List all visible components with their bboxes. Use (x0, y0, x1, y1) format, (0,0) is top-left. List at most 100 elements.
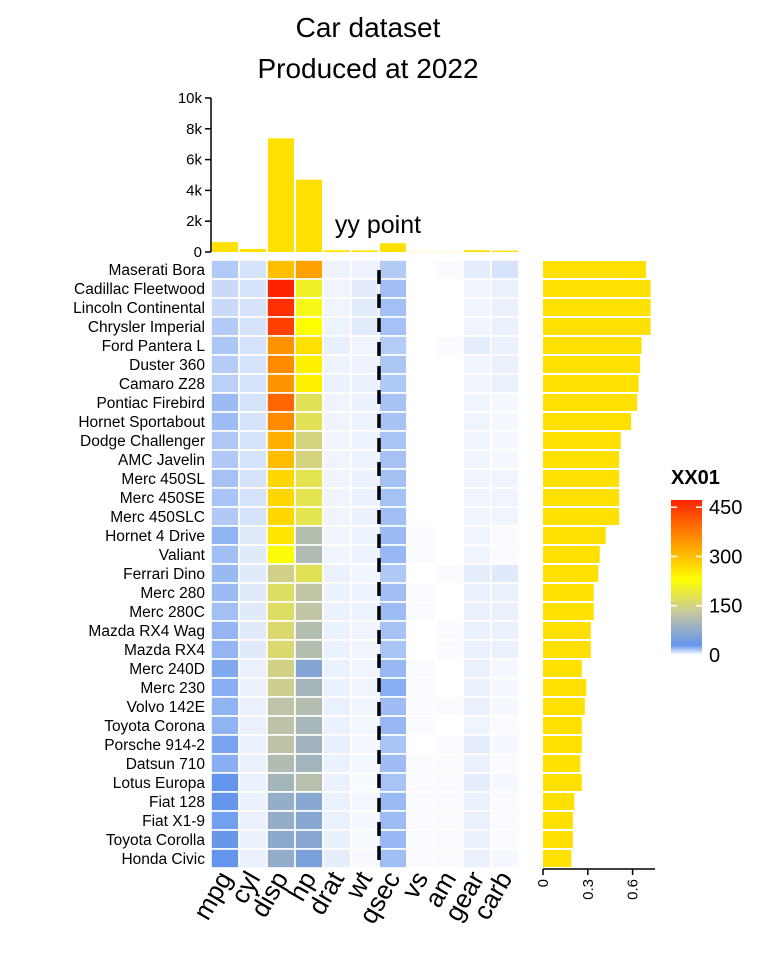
heatmap-cell (238, 468, 268, 489)
heatmap-cell (350, 696, 380, 717)
right-bar (543, 850, 572, 867)
heatmap-cell (210, 677, 240, 698)
heatmap-cell (266, 658, 296, 679)
heatmap-cell (210, 734, 240, 755)
heatmap-cell (490, 354, 520, 375)
heatmap-cell (238, 620, 268, 641)
heatmap-cell (434, 620, 464, 641)
row-label: Lincoln Continental (73, 300, 205, 317)
right-bar (543, 584, 594, 601)
row-label: Camaro Z28 (119, 376, 205, 393)
heatmap-cell (322, 753, 352, 774)
heatmap-cell (434, 525, 464, 546)
heatmap-cell (322, 829, 352, 850)
heatmap-cell (238, 354, 268, 375)
heatmap-cell (210, 791, 240, 812)
heatmap-cell (490, 259, 520, 280)
heatmap-cell (490, 468, 520, 489)
heatmap-cell (266, 297, 296, 318)
row-label: Toyota Corona (104, 718, 205, 735)
heatmap-cell (490, 373, 520, 394)
heatmap-cell (490, 487, 520, 508)
right-bar (543, 812, 573, 829)
heatmap-cell (266, 392, 296, 413)
heatmap-cell (350, 297, 380, 318)
heatmap-cell (266, 791, 296, 812)
color-legend: XX01 0 150 300 450 (671, 467, 742, 667)
heatmap-cell (238, 753, 268, 774)
right-axis-tick-label: 0.6 (625, 879, 642, 900)
heatmap-cell (406, 734, 436, 755)
heatmap-cell (322, 259, 352, 280)
heatmap-cell (434, 658, 464, 679)
heatmap-cell (210, 810, 240, 831)
right-bar (543, 755, 581, 772)
top-bar (352, 250, 378, 252)
heatmap-cell (322, 525, 352, 546)
heatmap-cell (378, 696, 408, 717)
heatmap-cell (266, 354, 296, 375)
row-label: Maserati Bora (109, 262, 206, 279)
heatmap-cell (406, 392, 436, 413)
heatmap-cell (462, 791, 492, 812)
heatmap-cell (210, 582, 240, 603)
row-label: Merc 280C (129, 604, 205, 621)
top-bar (464, 250, 490, 252)
heatmap-cell (266, 316, 296, 337)
top-bar (240, 248, 266, 252)
heatmap-cell (434, 297, 464, 318)
heatmap-cell (210, 430, 240, 451)
heatmap-cell (238, 525, 268, 546)
heatmap-cell (266, 696, 296, 717)
right-bar (543, 736, 582, 753)
right-bar (543, 660, 582, 677)
row-label: Pontiac Firebird (96, 395, 205, 412)
heatmap-cell (294, 848, 324, 869)
heatmap-cell (406, 278, 436, 299)
heatmap-cell (350, 487, 380, 508)
heatmap-cell (462, 620, 492, 641)
heatmap-cell (378, 753, 408, 774)
row-label: Ford Pantera L (102, 338, 206, 355)
heatmap-cell (294, 829, 324, 850)
heatmap-cell (434, 677, 464, 698)
heatmap-cell (294, 411, 324, 432)
heatmap-cell (266, 601, 296, 622)
heatmap-cell (350, 392, 380, 413)
heatmap-cell (462, 259, 492, 280)
heatmap-cell (350, 430, 380, 451)
heatmap-cell (210, 753, 240, 774)
heatmap-cell (434, 411, 464, 432)
heatmap-cell (406, 829, 436, 850)
heatmap-cell (462, 772, 492, 793)
row-label: Merc 280 (140, 585, 205, 602)
heatmap-cell (266, 259, 296, 280)
top-axis-tick-label: 2k (186, 213, 202, 230)
heatmap-cell (322, 544, 352, 565)
heatmap-cell (462, 278, 492, 299)
right-bar (543, 375, 639, 392)
top-axis-tick-label: 10k (178, 90, 203, 107)
row-label: Fiat 128 (149, 794, 205, 811)
heatmap-cell (378, 734, 408, 755)
legend-tick-label: 300 (709, 546, 742, 568)
row-label: Porsche 914-2 (104, 737, 205, 754)
right-bar (543, 508, 620, 525)
heatmap-cell (322, 639, 352, 660)
right-barplot: 0 0.3 0.6 (535, 261, 655, 900)
heatmap-cell (490, 316, 520, 337)
right-bar (543, 413, 632, 430)
heatmap-cell (294, 620, 324, 641)
right-bar (543, 527, 606, 544)
heatmap-cell (378, 373, 408, 394)
heatmap-cell (462, 696, 492, 717)
heatmap-cell (266, 848, 296, 869)
heatmap-cell (434, 335, 464, 356)
heatmap-cell (210, 335, 240, 356)
heatmap-cell (210, 259, 240, 280)
heatmap-cell (406, 810, 436, 831)
heatmap-cell (490, 582, 520, 603)
heatmap-cell (322, 734, 352, 755)
heatmap-cell (462, 829, 492, 850)
